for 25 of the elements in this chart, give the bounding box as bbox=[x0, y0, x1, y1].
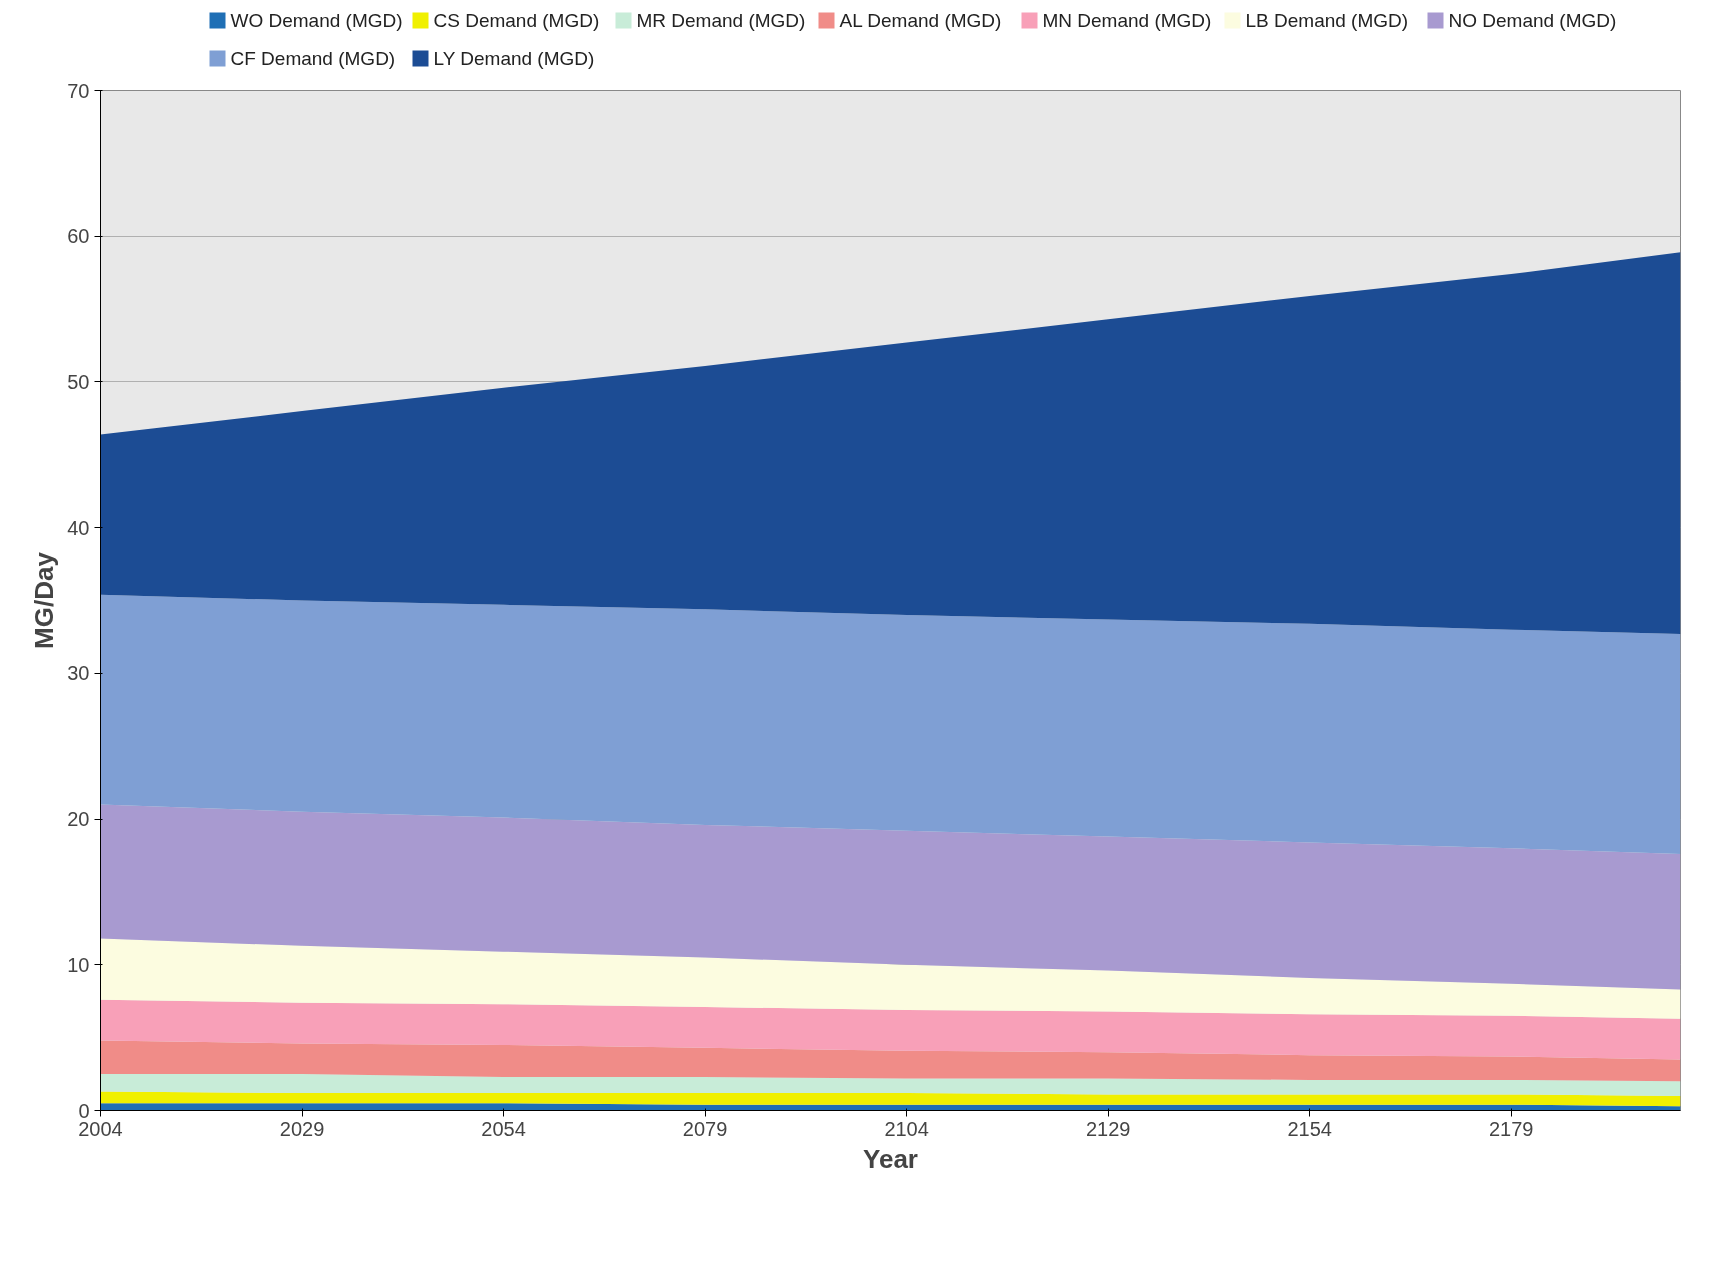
legend-label: MR Demand (MGD) bbox=[636, 10, 806, 31]
x-axis-title: Year bbox=[863, 1143, 918, 1174]
legend-label: WO Demand (MGD) bbox=[230, 10, 403, 31]
legend-label: LY Demand (MGD) bbox=[433, 48, 595, 69]
legend-label: CF Demand (MGD) bbox=[230, 48, 396, 69]
legend-label: CS Demand (MGD) bbox=[433, 10, 600, 31]
y-tick-label: 70 bbox=[67, 79, 90, 102]
legend-label: MN Demand (MGD) bbox=[1042, 10, 1212, 31]
y-tick-label: 40 bbox=[67, 516, 90, 539]
x-tick-label: 2054 bbox=[481, 1117, 526, 1140]
legend-label: AL Demand (MGD) bbox=[839, 10, 1002, 31]
y-tick-label: 10 bbox=[67, 953, 90, 976]
legend-label: LB Demand (MGD) bbox=[1245, 10, 1409, 31]
x-tick-label: 2079 bbox=[682, 1117, 728, 1140]
y-axis-title: MG/Day bbox=[29, 551, 60, 649]
x-tick-label: 2104 bbox=[884, 1117, 929, 1140]
y-tick-label: 60 bbox=[67, 225, 90, 248]
legend-label: NO Demand (MGD) bbox=[1448, 10, 1617, 31]
x-tick-label: 2129 bbox=[1085, 1117, 1131, 1140]
y-tick-label: 50 bbox=[67, 370, 90, 393]
x-tick-label: 2179 bbox=[1488, 1117, 1534, 1140]
y-tick-label: 20 bbox=[67, 808, 90, 831]
x-tick-label: 2029 bbox=[279, 1117, 325, 1140]
y-tick-label: 30 bbox=[67, 662, 90, 685]
x-tick-label: 2154 bbox=[1287, 1117, 1332, 1140]
